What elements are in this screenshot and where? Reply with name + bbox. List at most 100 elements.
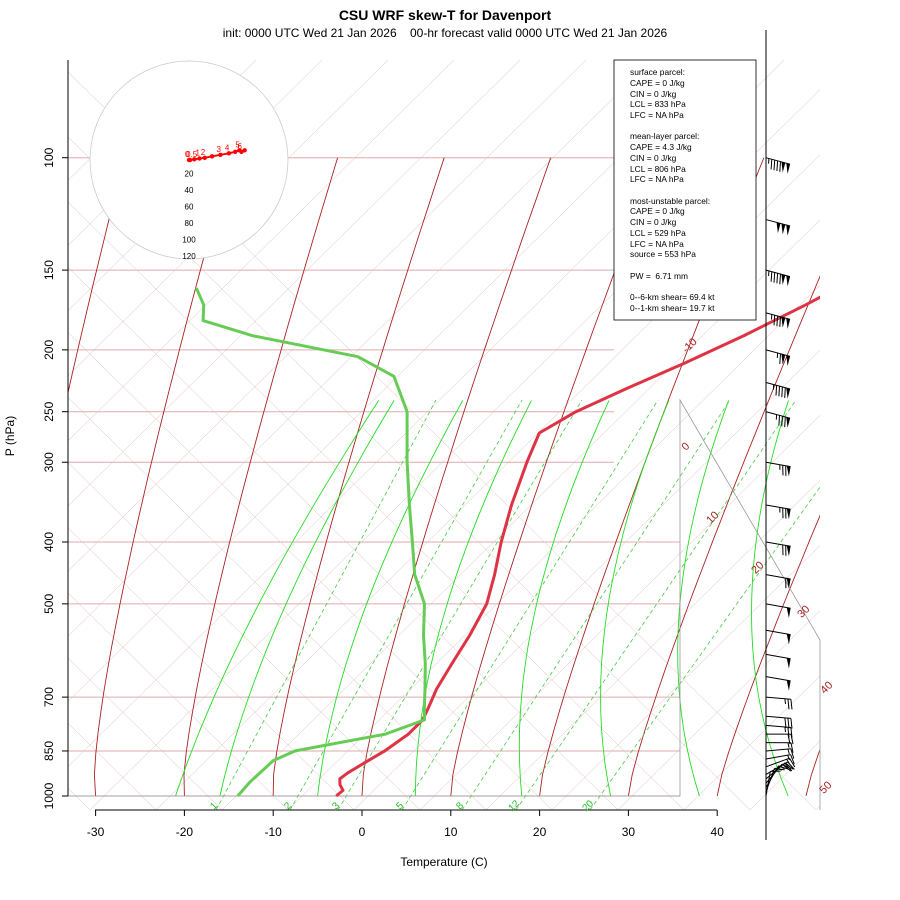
moist-adiabat — [600, 400, 670, 797]
wind-barb-pennant — [776, 222, 781, 234]
x-tick-label: -20 — [176, 825, 194, 839]
isotherm-line — [716, 514, 820, 797]
x-tick-label: 30 — [622, 825, 636, 839]
wind-barb — [765, 724, 793, 738]
wind-barb-staff — [765, 629, 791, 636]
grid-diagonal — [68, 397, 487, 810]
wind-barb-feather — [784, 762, 794, 770]
most-unstable-source: source = 553 hPa — [630, 249, 696, 259]
wind-barb-pennant — [786, 417, 791, 428]
mean-layer-cape: CAPE = 4.3 J/kg — [630, 142, 692, 152]
y-axis: 100 150 200 250 300 400 500 700 850 1000 — [42, 60, 69, 809]
wind-barb-feather — [784, 387, 786, 398]
wind-barb — [765, 219, 791, 236]
wind-barb-feather — [779, 353, 781, 364]
wind-barb — [765, 312, 791, 329]
x-axis: -30 -20 -10 0 10 20 30 40 — [87, 809, 725, 839]
wind-barb-half-feather — [787, 755, 790, 761]
mixing-ratio-line — [337, 400, 583, 810]
mixing-ratio-line — [589, 486, 820, 810]
hodograph-point — [218, 152, 223, 157]
wind-barb-pennant — [786, 607, 791, 618]
dewpoint-line — [194, 287, 427, 797]
chart-subtitle: init: 0000 UTC Wed 21 Jan 2026 00-hr for… — [223, 26, 668, 40]
hodograph-ring-label: 120 — [182, 252, 196, 261]
wind-barb-feather — [773, 272, 776, 283]
moist-adiabat — [414, 400, 532, 797]
x-tick-label: -30 — [87, 825, 105, 839]
most-unstable-cape: CAPE = 0 J/kg — [630, 206, 685, 216]
wind-barb-pennant — [786, 578, 791, 589]
y-tick-label: 300 — [42, 452, 56, 472]
wind-barb-staff — [765, 757, 790, 768]
mean-layer-lfc: LFC = NA hPa — [630, 174, 684, 184]
wind-barb-feather — [773, 159, 776, 171]
temperature-line — [335, 295, 820, 798]
wind-barb — [765, 715, 793, 729]
isotherm-label: 10 — [704, 509, 721, 526]
surface-lfc: LFC = NA hPa — [630, 110, 684, 120]
grid-diagonal — [68, 592, 289, 810]
wind-barb — [765, 696, 793, 710]
precipitable-water: PW = 6.71 mm — [630, 271, 688, 281]
x-tick-label: 40 — [711, 825, 725, 839]
hodograph-ring-label: 80 — [185, 219, 194, 228]
wind-barb-feather — [779, 273, 781, 285]
wind-barb-feather — [776, 315, 779, 327]
hodograph-height-label: 2 — [201, 148, 206, 157]
wind-barb-staff — [765, 541, 791, 547]
hodograph-ring-label: 60 — [185, 203, 194, 212]
moist-adiabat — [751, 400, 789, 797]
wind-barb-staff — [765, 748, 791, 752]
isotherm-line — [93, 157, 232, 797]
wind-barb-pennant — [786, 658, 791, 669]
hodograph-point — [202, 155, 207, 160]
grid-diagonal — [221, 219, 820, 810]
sounding-profiles — [194, 287, 820, 798]
wind-barb — [765, 349, 791, 366]
wind-barb-staff — [765, 696, 791, 700]
grid-diagonal — [68, 60, 719, 702]
grid-diagonal — [68, 462, 421, 810]
hodograph-point — [197, 156, 202, 161]
shear-0-6km: 0--6-km shear= 69.4 kt — [630, 292, 715, 302]
isotherm-line — [895, 158, 900, 796]
grid-diagonal — [68, 657, 223, 810]
wind-barb — [765, 653, 791, 669]
hodograph-height-label: 1 — [196, 149, 201, 158]
wind-barb-staff — [765, 461, 791, 468]
wind-barb-feather — [790, 727, 793, 738]
wind-barb-staff — [765, 411, 791, 419]
mixing-ratio-line — [461, 400, 731, 810]
wind-barb-feather — [787, 698, 790, 710]
x-tick-label: 0 — [359, 825, 366, 839]
wind-barb — [765, 742, 794, 753]
wind-barbs — [765, 157, 796, 797]
most-unstable-heading: most-unstable parcel: — [630, 196, 710, 206]
wind-barb-feather — [779, 316, 781, 327]
moist-adiabat — [175, 400, 380, 797]
grid-diagonal — [419, 414, 820, 810]
y-tick-label: 200 — [42, 340, 56, 360]
wind-barb-pennant — [786, 387, 791, 399]
wind-barb-half-feather — [786, 759, 790, 764]
moist-adiabat — [518, 400, 610, 797]
hodograph: 20 40 60 80 100 120 00.51 2 3 4 56 — [89, 60, 289, 261]
isotherm-line — [0, 158, 18, 796]
grid-diagonal — [815, 805, 820, 810]
wind-barb-half-feather — [784, 726, 786, 733]
grid-diagonal — [68, 60, 653, 637]
isotherm-line — [68, 157, 125, 395]
wind-barb — [765, 754, 795, 765]
wind-barb — [765, 269, 791, 287]
y-tick-label: 1000 — [42, 782, 56, 809]
x-tick-label: -10 — [265, 825, 283, 839]
wind-barb — [765, 541, 791, 557]
wind-barb-half-feather — [787, 748, 790, 755]
hodograph-height-label: 0.5 — [186, 150, 198, 159]
wind-barb-feather — [784, 763, 793, 772]
hodograph-ring-label: 40 — [185, 186, 194, 195]
isotherm-line — [627, 275, 820, 797]
wind-barb-feather — [787, 718, 790, 729]
wind-barb-pennant — [786, 465, 791, 477]
